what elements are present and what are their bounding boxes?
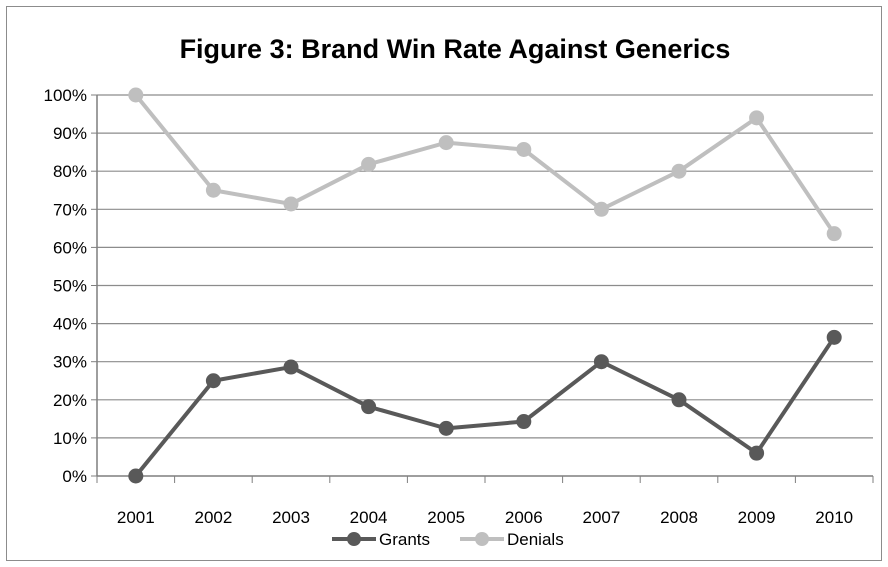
data-point-grants [826,329,842,345]
y-tick-label: 60% [53,238,87,257]
legend-label-grants: Grants [379,530,430,549]
legend-swatch-marker-grants [347,532,361,546]
data-point-grants [128,468,144,484]
x-tick-label: 2003 [272,508,310,527]
x-tick-label: 2006 [505,508,543,527]
y-tick-label: 50% [53,277,87,296]
series-line-denials [133,93,837,236]
data-point-denials [128,87,144,103]
x-tick-label: 2010 [815,508,853,527]
data-point-grants [749,445,765,461]
y-tick-label: 70% [53,200,87,219]
data-point-grants [361,399,377,415]
x-tick-label: 2008 [660,508,698,527]
data-point-denials [593,201,609,217]
x-tick-label: 2002 [194,508,232,527]
x-tick-label: 2001 [117,508,155,527]
y-tick-label: 0% [62,467,87,486]
data-point-denials [671,163,687,179]
data-point-grants [438,420,454,436]
series-line-grants [133,335,837,478]
data-point-grants [593,354,609,370]
data-point-denials [826,226,842,242]
data-point-grants [516,414,532,430]
chart-title: Figure 3: Brand Win Rate Against Generic… [180,34,731,64]
y-tick-label: 100% [44,86,87,105]
data-point-denials [283,196,299,212]
x-tick-label: 2005 [427,508,465,527]
y-tick-label: 10% [53,429,87,448]
data-point-grants [283,359,299,375]
x-tick-label: 2004 [350,508,388,527]
legend: Grants Denials [332,530,564,549]
legend-label-denials: Denials [507,530,564,549]
data-point-denials [361,156,377,172]
gridlines [97,94,873,477]
chart-frame [6,6,882,561]
data-point-grants [671,392,687,408]
y-tick-label: 80% [53,162,87,181]
data-point-denials [438,135,454,151]
y-tick-label: 30% [53,353,87,372]
data-point-denials [749,110,765,126]
y-tick-label: 40% [53,315,87,334]
legend-swatch-marker-denials [475,532,489,546]
x-axis-ticks: 2001 2002 2003 2004 2005 2006 2007 2008 2009 2010 [96,476,874,527]
data-point-denials [205,182,221,198]
data-point-denials [516,141,532,157]
data-point-grants [205,373,221,389]
y-tick-label: 90% [53,124,87,143]
y-tick-label: 20% [53,391,87,410]
x-tick-label: 2009 [738,508,776,527]
x-tick-label: 2007 [582,508,620,527]
series-group [128,87,842,484]
y-axis-ticks: 0% 10% 20% 30% 40% 50% 60% 70% 80% 90% 100% [44,86,97,486]
